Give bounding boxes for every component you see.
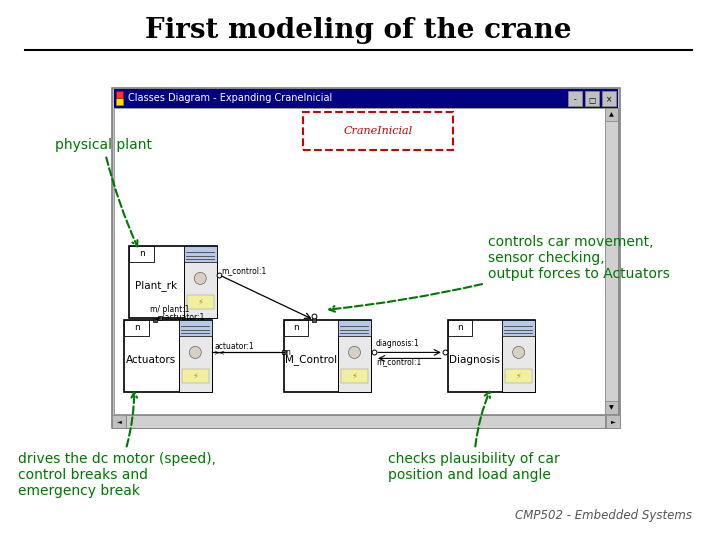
Text: diagnosis:1: diagnosis:1 <box>376 340 420 348</box>
Bar <box>158 316 162 320</box>
Text: CMP502 - Embedded Systems: CMP502 - Embedded Systems <box>515 509 691 522</box>
Bar <box>568 91 582 106</box>
Bar <box>153 318 157 322</box>
Bar <box>179 320 212 336</box>
Text: n: n <box>139 249 145 259</box>
Circle shape <box>189 346 202 359</box>
Bar <box>341 369 368 383</box>
Text: -: - <box>574 96 577 105</box>
Text: ><: >< <box>213 349 225 355</box>
Text: m_control:1: m_control:1 <box>221 266 266 275</box>
Bar <box>338 320 371 392</box>
Text: ►: ► <box>611 419 616 424</box>
Bar <box>117 91 123 98</box>
Bar <box>186 295 214 309</box>
Bar <box>284 320 371 392</box>
Text: drives the dc motor (speed),
control breaks and
emergency break: drives the dc motor (speed), control bre… <box>18 392 216 498</box>
Text: ×: × <box>606 96 612 105</box>
Bar <box>181 369 209 383</box>
Text: checks plausibility of car
position and load angle: checks plausibility of car position and … <box>388 392 559 482</box>
Bar <box>184 246 217 318</box>
Text: n: n <box>457 323 463 333</box>
Bar <box>130 246 154 262</box>
Bar <box>130 246 217 318</box>
Text: actuator:1: actuator:1 <box>215 342 255 352</box>
Text: n: n <box>134 323 140 333</box>
Text: n: n <box>286 348 290 357</box>
Text: First modeling of the crane: First modeling of the crane <box>145 17 572 44</box>
Text: /actuator:1: /actuator:1 <box>162 312 204 321</box>
Bar <box>125 320 212 392</box>
Bar <box>502 320 535 392</box>
Text: m_control:1: m_control:1 <box>376 357 421 367</box>
Bar <box>114 108 605 414</box>
Text: ⚡: ⚡ <box>351 372 357 381</box>
Bar <box>605 401 618 414</box>
Bar <box>117 98 123 105</box>
Bar <box>606 415 620 428</box>
Bar <box>303 112 453 150</box>
Bar <box>602 91 616 106</box>
Bar <box>127 415 605 428</box>
Bar <box>112 415 127 428</box>
Circle shape <box>348 346 361 359</box>
Text: □: □ <box>588 96 595 105</box>
Bar <box>338 320 371 336</box>
Bar <box>282 350 286 354</box>
Text: Classes Diagram - Expanding CraneInicial: Classes Diagram - Expanding CraneInicial <box>128 93 333 103</box>
Bar <box>448 320 535 392</box>
Text: ⚡: ⚡ <box>192 372 198 381</box>
Text: Plant_rk: Plant_rk <box>135 280 178 291</box>
Bar <box>605 108 618 414</box>
Text: physical plant: physical plant <box>55 138 152 246</box>
Bar <box>179 320 212 392</box>
Text: ▼: ▼ <box>609 405 613 410</box>
Bar <box>448 320 472 336</box>
Bar <box>112 88 620 428</box>
Bar <box>114 89 618 108</box>
Bar <box>605 108 618 121</box>
Circle shape <box>194 272 206 285</box>
Text: Diagnosis: Diagnosis <box>449 355 500 365</box>
Text: ◄: ◄ <box>117 419 122 424</box>
Text: Actuators: Actuators <box>127 355 176 365</box>
Bar <box>585 91 599 106</box>
Text: controls car movement,
sensor checking,
output forces to Actuators: controls car movement, sensor checking, … <box>329 235 670 312</box>
Text: ⚡: ⚡ <box>516 372 521 381</box>
Bar <box>312 318 316 322</box>
Bar <box>284 320 308 336</box>
Bar <box>502 320 535 336</box>
Text: ⚡: ⚡ <box>197 298 203 307</box>
Text: ▲: ▲ <box>609 112 613 117</box>
Text: CraneInicial: CraneInicial <box>343 126 413 136</box>
Circle shape <box>513 346 525 359</box>
Bar <box>184 246 217 262</box>
Bar <box>125 320 149 336</box>
Text: M_Control: M_Control <box>284 354 337 365</box>
Text: n: n <box>293 323 299 333</box>
Bar <box>505 369 532 383</box>
Text: m/ plant:1: m/ plant:1 <box>150 305 189 314</box>
